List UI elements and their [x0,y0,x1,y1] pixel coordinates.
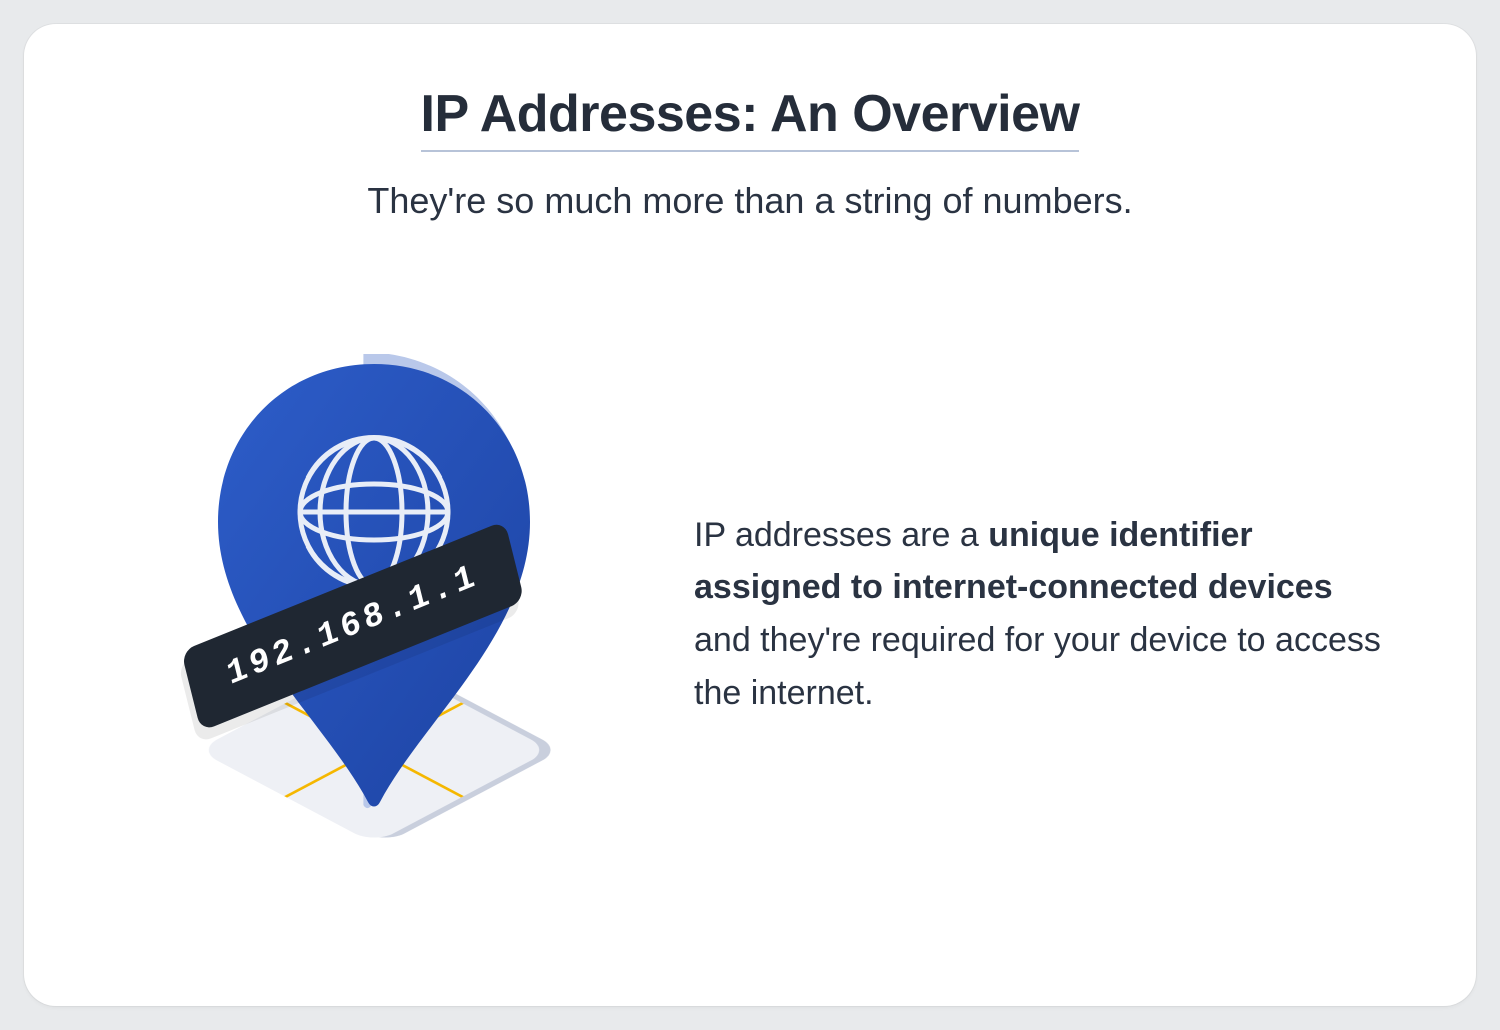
page-title: IP Addresses: An Overview [421,84,1080,152]
ip-pin-illustration: 192.168.1.1 [114,304,634,924]
info-card: IP Addresses: An Overview They're so muc… [24,24,1476,1006]
content-row: 192.168.1.1 IP addresses are a unique id… [114,262,1386,966]
description-prefix: IP addresses are a [694,516,988,554]
description-text: IP addresses are a unique identifier ass… [694,509,1386,720]
description-suffix: and they're required for your device to … [694,621,1381,712]
header: IP Addresses: An Overview They're so muc… [114,84,1386,222]
page-subtitle: They're so much more than a string of nu… [114,180,1386,222]
